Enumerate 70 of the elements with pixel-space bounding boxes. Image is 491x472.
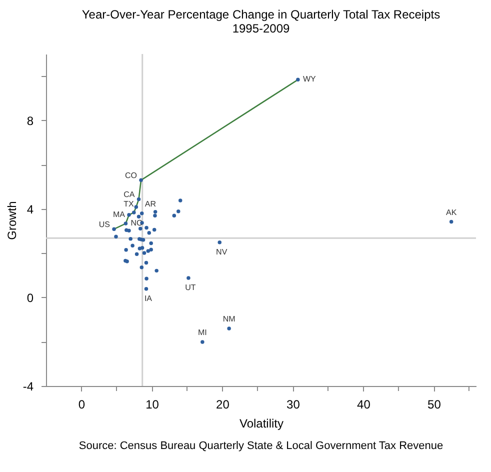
point (200, 340, 204, 344)
point (176, 210, 180, 214)
x-tick-label: 40 (357, 398, 371, 412)
point (142, 251, 146, 255)
x-tick-label: 10 (146, 398, 160, 412)
annotation: NM (222, 314, 236, 324)
annotation: TX (124, 199, 135, 208)
point (128, 236, 132, 241)
x-tick-label: 20 (216, 398, 230, 412)
point (218, 240, 222, 244)
point (140, 266, 144, 270)
point (227, 326, 231, 330)
point (296, 78, 300, 82)
y-axis-title: Growth (4, 201, 19, 240)
point (154, 268, 158, 273)
annotation: AR (144, 199, 156, 208)
point (127, 213, 131, 217)
point (146, 249, 150, 253)
annotation: UT (185, 282, 196, 292)
annotation: NV (216, 247, 228, 256)
point (172, 214, 176, 218)
point (144, 286, 148, 291)
annotation: US (98, 220, 110, 230)
source-note: Source: Census Bureau Quarterly State & Local Government Tax Revenue (78, 440, 444, 452)
point (130, 244, 134, 248)
chart-title: Year-Over-Year Percentage Change in Quarterly Total Tax Receipts (82, 7, 440, 22)
y-tick-label: 8 (26, 114, 34, 128)
line-series (113, 79, 299, 230)
point (178, 198, 182, 202)
point (139, 178, 143, 182)
annotation: AK (446, 208, 458, 217)
point (144, 226, 148, 230)
chart-subtitle: 1995-2009 (232, 21, 290, 36)
annotation: CA (124, 190, 136, 200)
x-tick-label: 50 (428, 398, 442, 412)
point (127, 228, 131, 232)
point (114, 234, 118, 238)
point (144, 260, 148, 265)
point (140, 246, 144, 250)
point (124, 248, 128, 252)
point (136, 197, 141, 202)
point (152, 228, 156, 232)
x-axis-title: Volatility (239, 416, 284, 430)
point (136, 214, 141, 219)
point (449, 220, 454, 224)
point (186, 276, 190, 280)
point (134, 205, 138, 209)
point (112, 227, 116, 231)
point (153, 214, 157, 218)
x-tick-label: 0 (78, 398, 86, 412)
y-tick-label: 4 (26, 202, 34, 216)
point (140, 211, 144, 216)
point (149, 241, 153, 246)
annotation: WY (302, 74, 316, 84)
point (124, 222, 128, 226)
x-tick-label: 30 (286, 398, 300, 412)
point (149, 248, 153, 252)
point (138, 226, 142, 230)
y-tick-label: -4 (22, 380, 34, 394)
point (132, 210, 136, 214)
annotation: MA (112, 210, 126, 219)
y-tick-label: 0 (26, 290, 34, 305)
point (153, 210, 158, 214)
point (147, 230, 151, 235)
point (144, 276, 148, 281)
annotation: CO (125, 171, 138, 180)
annotation: MI (198, 328, 207, 337)
annotation: IA (144, 294, 153, 303)
point (134, 252, 139, 256)
annotation: NC (130, 218, 143, 228)
